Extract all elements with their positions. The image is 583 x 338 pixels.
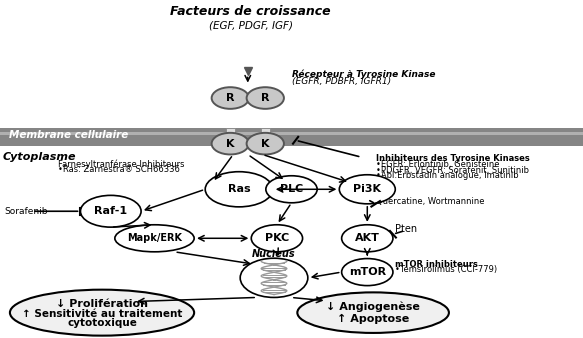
- Text: (EGF, PDGF, IGF): (EGF, PDGF, IGF): [209, 20, 293, 30]
- Text: cytotoxique: cytotoxique: [67, 318, 137, 329]
- Text: Mapk/ERK: Mapk/ERK: [127, 233, 182, 243]
- Text: R: R: [226, 93, 234, 103]
- Text: •Temsirolimus (CCI-779): •Temsirolimus (CCI-779): [395, 265, 497, 274]
- Text: Inhibiteurs des Tyrosine Kinases: Inhibiteurs des Tyrosine Kinases: [376, 154, 530, 163]
- Text: Sorafenib: Sorafenib: [4, 207, 48, 216]
- Circle shape: [212, 133, 249, 154]
- Ellipse shape: [80, 195, 141, 227]
- Text: •Abl:Erbstadin analogue, Imatinib: •Abl:Erbstadin analogue, Imatinib: [376, 171, 519, 180]
- Text: Farnesyltranférase Inhibiteurs: Farnesyltranférase Inhibiteurs: [58, 159, 185, 169]
- Text: Membrane cellulaire: Membrane cellulaire: [9, 130, 128, 140]
- Text: Cytoplasme: Cytoplasme: [3, 152, 76, 162]
- Text: Quercatine, Wortmannine: Quercatine, Wortmannine: [376, 197, 484, 206]
- Text: PKC: PKC: [265, 233, 289, 243]
- Circle shape: [212, 87, 249, 109]
- Text: Ras: Ras: [228, 184, 250, 194]
- Text: (EGFR, PDBFR, IGFR1): (EGFR, PDBFR, IGFR1): [292, 77, 391, 86]
- FancyBboxPatch shape: [0, 127, 583, 146]
- FancyBboxPatch shape: [226, 127, 235, 146]
- Text: K: K: [226, 139, 234, 149]
- Text: Pi3K: Pi3K: [353, 184, 381, 194]
- Text: •PDGFR, VEGFR: Sorafenit, Sunitinib: •PDGFR, VEGFR: Sorafenit, Sunitinib: [376, 166, 529, 174]
- Text: mTOR inhibiteurs: mTOR inhibiteurs: [395, 260, 478, 269]
- Text: R: R: [261, 93, 269, 103]
- Ellipse shape: [342, 225, 393, 252]
- Text: •EGFR: Erlontinib, Genisteine: •EGFR: Erlontinib, Genisteine: [376, 160, 500, 169]
- Ellipse shape: [10, 290, 194, 336]
- Text: ↓ Angiogenèse: ↓ Angiogenèse: [326, 301, 420, 312]
- Text: Facteurs de croissance: Facteurs de croissance: [170, 5, 331, 18]
- Text: Raf-1: Raf-1: [94, 206, 127, 216]
- Circle shape: [247, 133, 284, 154]
- FancyBboxPatch shape: [0, 132, 583, 135]
- Ellipse shape: [339, 175, 395, 204]
- Text: K: K: [261, 139, 269, 149]
- Text: •Ras: Zarnestra® SCH66336: •Ras: Zarnestra® SCH66336: [58, 165, 180, 174]
- Circle shape: [240, 258, 308, 297]
- Text: PLC: PLC: [280, 184, 303, 194]
- Text: mTOR: mTOR: [349, 267, 386, 277]
- Ellipse shape: [115, 225, 194, 252]
- Ellipse shape: [342, 259, 393, 286]
- Text: ↑ Sensitivité au traitement: ↑ Sensitivité au traitement: [22, 309, 182, 319]
- Text: AKT: AKT: [355, 233, 380, 243]
- FancyBboxPatch shape: [261, 127, 270, 146]
- Text: ↑ Apoptose: ↑ Apoptose: [337, 314, 409, 324]
- Ellipse shape: [205, 172, 273, 207]
- Ellipse shape: [297, 292, 449, 333]
- Text: Récepteur à Tyrosine Kinase: Récepteur à Tyrosine Kinase: [292, 70, 435, 79]
- Text: Pten: Pten: [395, 224, 417, 234]
- Circle shape: [247, 87, 284, 109]
- Text: ↓ Prolifération: ↓ Prolifération: [56, 299, 148, 309]
- Text: Nucleus: Nucleus: [252, 249, 296, 259]
- Ellipse shape: [266, 176, 317, 203]
- Ellipse shape: [251, 225, 303, 252]
